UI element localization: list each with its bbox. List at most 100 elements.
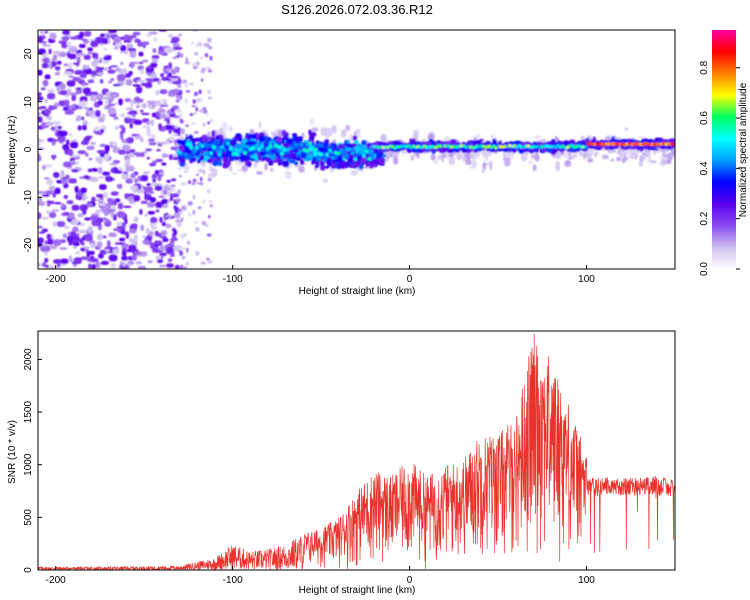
heatmap-cell xyxy=(569,139,576,143)
heatmap-cell xyxy=(121,255,128,261)
heatmap-cell xyxy=(144,213,149,217)
heatmap-cell xyxy=(520,151,528,162)
heatmap-cell xyxy=(229,125,233,132)
heatmap-cell xyxy=(320,164,326,171)
heatmap-cell xyxy=(40,87,46,91)
heatmap-cell xyxy=(132,113,136,117)
heatmap-cell xyxy=(638,160,643,167)
heatmap-cell xyxy=(97,167,103,174)
heatmap-cell xyxy=(81,241,85,246)
heatmap-cell xyxy=(333,143,337,148)
heatmap-cell xyxy=(66,80,76,87)
heatmap-cell xyxy=(155,201,164,208)
heatmap-cell xyxy=(109,162,118,166)
heatmap-cell xyxy=(258,121,262,129)
heatmap-cell xyxy=(191,105,197,108)
heatmap-cell xyxy=(107,69,116,74)
heatmap-cell xyxy=(206,233,212,237)
heatmap-cell xyxy=(91,197,96,202)
heatmap-cell xyxy=(188,180,191,185)
heatmap-cell xyxy=(639,147,644,152)
heatmap-cell xyxy=(146,127,151,134)
heatmap-cell xyxy=(201,78,204,82)
heatmap-cell xyxy=(97,100,103,106)
heatmap-cell xyxy=(71,218,79,225)
heatmap-cell xyxy=(362,166,370,169)
heatmap-cell xyxy=(54,202,62,205)
heatmap-cell xyxy=(49,105,57,110)
heatmap-cell xyxy=(38,231,45,234)
heatmap-cell xyxy=(49,245,58,250)
heatmap-cell xyxy=(95,198,104,202)
heatmap-cell xyxy=(153,37,158,42)
heatmap-cell xyxy=(56,221,66,227)
heatmap-cell xyxy=(98,203,105,206)
heatmap-cell xyxy=(110,65,118,68)
heatmap-cell xyxy=(68,255,72,262)
heatmap-cell xyxy=(103,55,111,61)
heatmap-cell xyxy=(192,210,195,215)
heatmap-cell xyxy=(120,45,127,52)
heatmap-cell xyxy=(584,138,590,143)
heatmap-cell xyxy=(60,239,66,243)
heatmap-cell xyxy=(135,261,142,265)
heatmap-cell xyxy=(38,197,42,202)
heatmap-cell xyxy=(48,48,52,55)
heatmap-cell xyxy=(68,133,73,137)
heatmap-cell xyxy=(648,145,653,149)
heatmap-cell xyxy=(317,144,324,148)
heatmap-cell xyxy=(183,232,187,238)
snr-ylabel: SNR (10 * v/v) xyxy=(7,420,18,484)
heatmap-cell xyxy=(74,186,79,193)
heatmap-cell xyxy=(94,130,102,135)
heatmap-cell xyxy=(320,127,328,136)
heatmap-cell xyxy=(133,119,143,125)
heatmap-cell xyxy=(107,103,116,107)
heatmap-cell xyxy=(127,48,136,51)
heatmap-cell xyxy=(38,225,43,229)
heatmap-cell xyxy=(421,141,427,145)
heatmap-cell xyxy=(140,109,144,113)
heatmap-cell xyxy=(179,114,183,118)
heatmap-cell xyxy=(150,62,158,68)
heatmap-cell xyxy=(82,120,89,126)
heatmap-cell xyxy=(96,209,102,213)
heatmap-cell xyxy=(180,264,184,269)
heatmap-cell xyxy=(205,66,210,70)
heatmap-cell xyxy=(140,174,149,182)
snr-y-tick-label: 1000 xyxy=(23,453,34,476)
heatmap-cell xyxy=(410,154,415,161)
heatmap-cell xyxy=(93,126,100,132)
heatmap-cell xyxy=(181,205,186,211)
heatmap-cell xyxy=(38,237,44,244)
heatmap-cell xyxy=(126,43,134,50)
heatmap-cell xyxy=(42,79,49,87)
heatmap-cells xyxy=(38,30,675,269)
heatmap-cell xyxy=(385,150,390,161)
heatmap-cell xyxy=(194,221,198,224)
heatmap-cell xyxy=(292,153,297,161)
heatmap-cell xyxy=(169,75,178,79)
heatmap-cell xyxy=(125,178,133,184)
heatmap-cell xyxy=(415,148,421,153)
heatmap-cell xyxy=(146,183,152,186)
heatmap-cell xyxy=(362,155,367,163)
heatmap-cell xyxy=(207,260,213,264)
heatmap-cell xyxy=(175,94,180,99)
heatmap-cell xyxy=(160,236,167,239)
heatmap-cell xyxy=(172,228,176,232)
heatmap-cell xyxy=(114,126,119,130)
heatmap-cell xyxy=(159,252,167,256)
heatmap-cell xyxy=(207,173,213,179)
heatmap-cell xyxy=(240,149,244,154)
spectrogram-x-tick-label: -100 xyxy=(223,274,243,285)
heatmap-cell xyxy=(75,52,85,57)
heatmap-cell xyxy=(484,154,489,161)
heatmap-cell xyxy=(60,258,69,265)
heatmap-cell xyxy=(217,159,222,167)
heatmap-cell xyxy=(191,122,196,125)
heatmap-cell xyxy=(170,108,174,113)
heatmap-cell xyxy=(151,112,157,118)
heatmap-cell xyxy=(438,148,444,153)
heatmap-cell xyxy=(110,263,116,269)
